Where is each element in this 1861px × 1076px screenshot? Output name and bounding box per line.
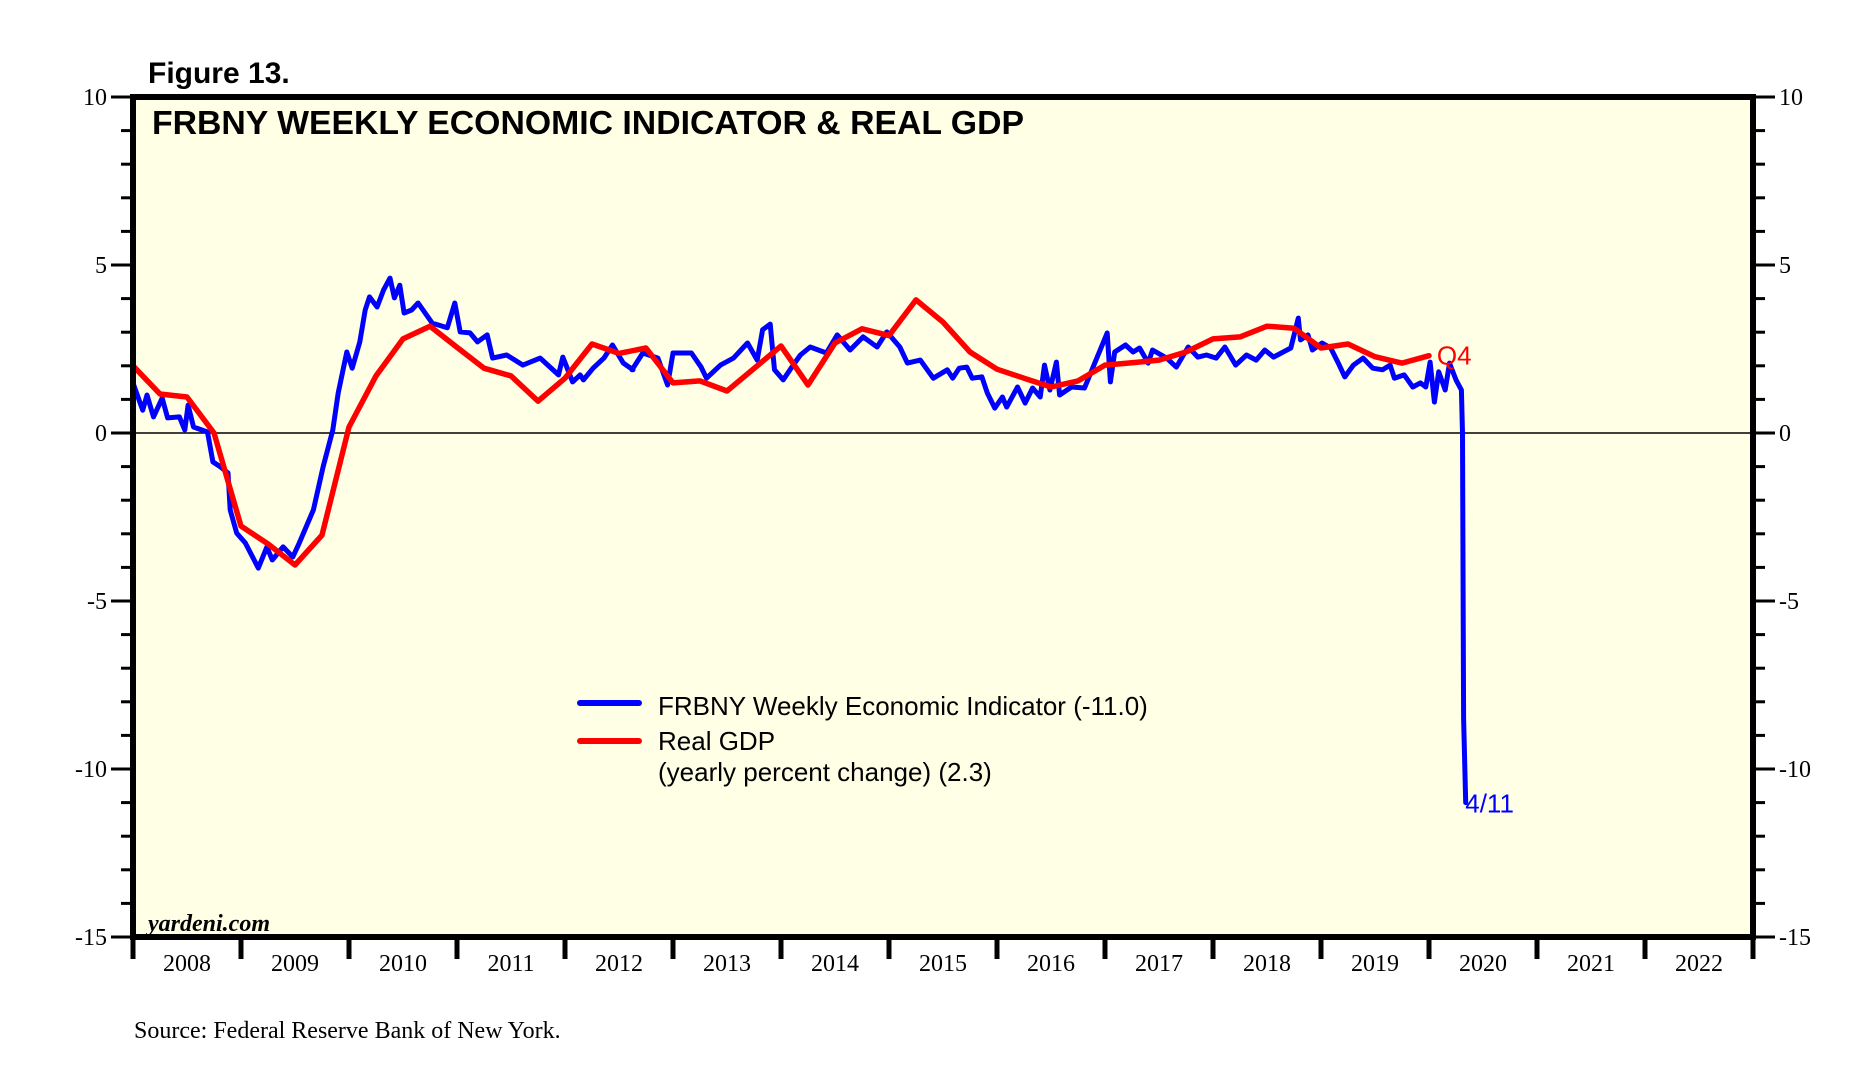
y-tick-label-left: 0 xyxy=(95,421,107,447)
y-tick-label-right: -5 xyxy=(1779,589,1799,615)
x-tick-label: 2019 xyxy=(1351,951,1399,977)
y-tick-label-left: -10 xyxy=(75,757,107,783)
x-tick-label: 2013 xyxy=(703,951,751,977)
legend-label-wei: FRBNY Weekly Economic Indicator (-11.0) xyxy=(658,691,1148,721)
watermark: yardeni.com xyxy=(145,911,270,937)
y-tick-label-left: -5 xyxy=(87,589,107,615)
series-group xyxy=(130,275,1469,806)
x-tick-label: 2009 xyxy=(271,951,319,977)
legend: FRBNY Weekly Economic Indicator (-11.0) … xyxy=(577,691,1148,787)
y-tick-label-right: 10 xyxy=(1779,85,1803,111)
x-axis-ticks: 2008 2009 2010 2011 2012 2013 2014 2015 2016 2017… xyxy=(130,937,1756,977)
x-tick-label: 2012 xyxy=(595,951,643,977)
y-tick-label-right: -10 xyxy=(1779,757,1811,783)
x-tick-label: 2018 xyxy=(1243,951,1291,977)
chart-title: FRBNY WEEKLY ECONOMIC INDICATOR & REAL G… xyxy=(152,104,1024,141)
x-tick-label: 2016 xyxy=(1027,951,1075,977)
series-line-gdp xyxy=(130,297,1432,568)
annotation-4-11: 4/11 xyxy=(1465,789,1514,819)
legend-label-gdp: Real GDP xyxy=(658,726,775,756)
figure-label: Figure 13. xyxy=(148,57,290,90)
x-tick-label: 2022 xyxy=(1675,951,1723,977)
y-tick-label-right: 5 xyxy=(1779,253,1791,279)
annotation-q4: Q4 xyxy=(1437,341,1472,371)
legend-label-gdp-line2: (yearly percent change) (2.3) xyxy=(658,757,992,787)
x-tick-label: 2008 xyxy=(163,951,211,977)
x-tick-label: 2020 xyxy=(1459,951,1507,977)
y-tick-label-right: 0 xyxy=(1779,421,1791,447)
y-tick-label-left: 5 xyxy=(95,253,107,279)
plot-frame xyxy=(130,94,1756,940)
plot-background xyxy=(133,97,1753,937)
source-note: Source: Federal Reserve Bank of New York… xyxy=(134,1018,561,1044)
y-tick-label-left: 10 xyxy=(83,85,107,111)
x-tick-label: 2010 xyxy=(379,951,427,977)
x-tick-label: 2017 xyxy=(1135,951,1183,977)
x-tick-label: 2021 xyxy=(1567,951,1615,977)
x-tick-label: 2011 xyxy=(487,951,534,977)
x-tick-label: 2015 xyxy=(919,951,967,977)
y-tick-label-left: -15 xyxy=(75,925,107,951)
x-tick-label: 2014 xyxy=(811,951,859,977)
y-tick-label-right: -15 xyxy=(1779,925,1811,951)
